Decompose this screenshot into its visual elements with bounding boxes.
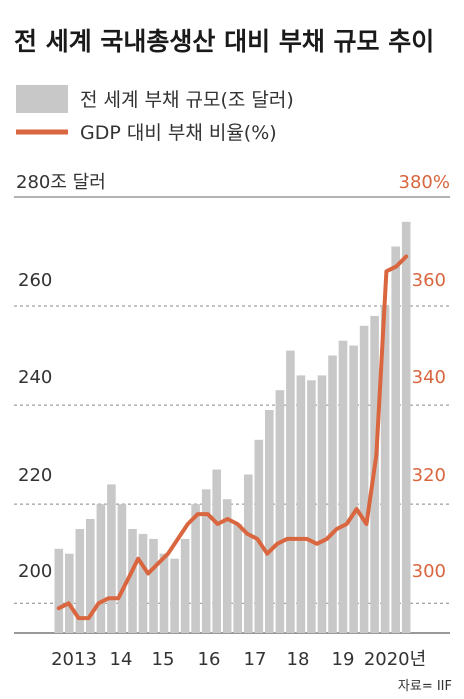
bar-10 [159,553,169,633]
legend-bar-label: 전 세계 부채 규모(조 달러) [80,89,294,111]
bar-series [54,221,411,634]
bar-13 [191,504,200,633]
right-axis-unit-label: 380% [399,172,450,193]
x-tick-16: 16 [198,649,221,670]
x-tick-19: 19 [332,649,355,670]
x-tick-17: 17 [244,649,267,670]
legend-bar-swatch [16,85,68,113]
bar-11 [170,558,179,633]
bar-25 [317,375,327,633]
bar-8 [138,533,148,633]
right-tick-360: 360 [412,270,446,291]
bar-23 [296,375,306,633]
x-tick-2013: 2013 [51,649,97,670]
left-axis-unit-label: 280조 달러 [16,172,106,193]
bar-19 [254,439,264,633]
legend: 전 세계 부채 규모(조 달러) GDP 대비 부채 비율(%) [16,85,294,144]
right-tick-300: 300 [412,561,446,582]
ratio-line [56,254,409,621]
bar-1 [65,553,74,633]
bar-16 [222,499,232,633]
bar-3 [86,519,95,633]
x-tick-18: 18 [287,649,310,670]
bar-22 [286,350,295,633]
bar-20 [265,410,274,633]
bar-18 [244,474,253,633]
bar-31 [380,306,390,633]
right-tick-320: 320 [412,465,446,486]
x-axis-labels: 2013 14 15 16 17 18 19 2020년 [51,649,426,670]
legend-line-label: GDP 대비 부채 비율(%) [80,122,277,144]
bar-6 [117,504,127,633]
bar-2 [75,529,85,633]
bar-26 [328,355,337,633]
left-tick-220: 220 [18,465,52,486]
x-tick-14: 14 [110,649,133,670]
bar-21 [275,390,285,633]
bar-33 [401,221,411,634]
bar-17 [233,524,242,633]
bar-9 [149,538,158,633]
bar-28 [349,345,358,633]
bar-14 [201,489,211,633]
bar-32 [391,246,400,633]
bar-24 [307,380,316,633]
left-tick-200: 200 [18,561,52,582]
left-tick-240: 240 [18,367,52,388]
source-note: 자료= IIF [398,679,452,694]
bar-15 [212,469,221,633]
bar-5 [107,484,116,633]
left-tick-260: 260 [18,270,52,291]
bar-29 [359,325,369,633]
right-tick-340: 340 [412,367,446,388]
chart-title: 전 세계 국내총생산 대비 부채 규모 추이 [14,27,434,56]
x-tick-15: 15 [152,649,175,670]
bar-4 [96,504,106,633]
bar-7 [128,529,137,633]
ratio-line-series [56,254,409,621]
bar-12 [180,538,190,633]
bar-27 [338,340,348,633]
bar-0 [54,548,64,633]
x-tick-2020: 2020년 [364,649,426,670]
